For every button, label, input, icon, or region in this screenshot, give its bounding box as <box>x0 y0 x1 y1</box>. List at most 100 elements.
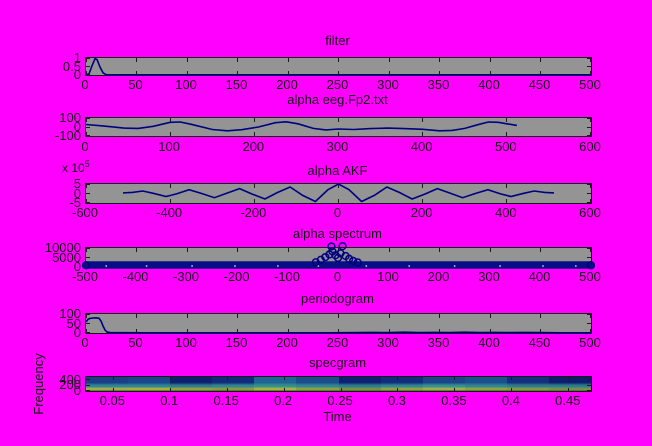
y-tick-mark <box>86 126 90 128</box>
alpha-akf-line <box>122 183 555 203</box>
subplot-filter-title: filter <box>325 33 350 48</box>
x-tick-mark <box>226 388 228 391</box>
y-tick-mark <box>86 58 90 59</box>
x-tick-mark <box>86 314 87 318</box>
y-tick-mark <box>86 390 90 391</box>
x-tick-mark <box>169 388 171 391</box>
x-axis-label-time: Time <box>323 409 352 424</box>
x-tick-mark <box>338 184 339 188</box>
specgram-column <box>86 377 129 391</box>
x-tick-label: 100 <box>175 77 197 92</box>
specgram-column <box>464 377 508 391</box>
x-tick-mark <box>388 71 390 75</box>
x-tick-mark <box>287 314 289 318</box>
specgram-column <box>170 377 213 391</box>
x-tick-label: 250 <box>326 335 349 350</box>
y-tick-mark <box>587 248 591 249</box>
specgram-column <box>212 377 255 391</box>
x-tick-mark <box>397 377 399 380</box>
x-tick-mark <box>186 314 188 318</box>
y-tick-mark <box>86 202 90 203</box>
y-tick-mark <box>86 257 90 258</box>
x-tick-mark <box>283 388 285 391</box>
x-tick-mark <box>590 199 591 203</box>
x-tick-mark <box>506 184 508 188</box>
x-tick-mark <box>186 248 188 252</box>
x-tick-mark <box>253 118 255 122</box>
x-tick-label: 200 <box>427 269 450 284</box>
y-tick-mark <box>86 118 90 119</box>
x-tick-label: 50 <box>128 77 143 92</box>
x-tick-mark <box>454 388 456 391</box>
x-tick-label: 400 <box>478 335 500 350</box>
x-tick-mark <box>169 132 171 136</box>
x-tick-label: 250 <box>326 77 349 92</box>
x-tick-label: 300 <box>377 335 399 350</box>
y-tick-mark <box>86 193 90 194</box>
y-tick-label: 0 <box>73 325 81 340</box>
x-tick-mark <box>136 248 137 252</box>
x-tick-mark <box>86 329 87 333</box>
y-tick-mark <box>587 257 591 258</box>
x-tick-mark <box>489 329 491 333</box>
x-tick-mark <box>237 314 238 318</box>
alpha-eeg-fp2-txt-line <box>85 120 518 132</box>
x-tick-mark <box>338 118 339 122</box>
x-tick-label: -100 <box>273 269 301 284</box>
x-tick-mark <box>489 314 491 318</box>
x-tick-mark <box>506 199 508 203</box>
subplot-specgram-title: specgram <box>308 355 367 370</box>
x-tick-label: 0.15 <box>213 393 239 408</box>
x-tick-mark <box>86 184 87 188</box>
subplot-akf-title: alpha AKF <box>307 163 368 178</box>
x-tick-mark <box>136 58 137 62</box>
x-tick-mark <box>86 248 87 252</box>
x-tick-mark <box>169 199 171 203</box>
x-tick-label: 150 <box>225 77 248 92</box>
x-tick-mark <box>422 118 424 122</box>
x-tick-label: 500 <box>579 77 601 92</box>
x-tick-label: 400 <box>478 77 500 92</box>
specgram-column <box>254 377 297 391</box>
x-tick-mark <box>590 329 591 333</box>
x-tick-mark <box>506 132 508 136</box>
x-tick-mark <box>338 58 339 62</box>
x-tick-label: 0 <box>81 335 89 350</box>
x-tick-mark <box>590 58 591 62</box>
x-tick-label: 450 <box>528 335 551 350</box>
subplot-periodogram-title: periodogram <box>301 291 374 306</box>
x-tick-label: 0.3 <box>387 393 407 408</box>
x-tick-label: 500 <box>579 269 601 284</box>
multiplier-base: x 10 <box>62 161 85 175</box>
x-tick-label: 0 <box>333 205 342 220</box>
x-tick-mark <box>388 248 390 252</box>
x-tick-mark <box>439 248 440 252</box>
x-tick-label: 0 <box>333 269 342 284</box>
x-tick-mark <box>511 377 513 380</box>
y-tick-mark <box>86 135 90 136</box>
x-tick-mark <box>338 314 339 318</box>
x-tick-mark <box>340 377 342 380</box>
x-tick-mark <box>338 132 339 136</box>
x-tick-mark <box>590 118 591 122</box>
x-tick-mark <box>388 58 390 62</box>
x-tick-label: -600 <box>71 205 99 220</box>
y-tick-label: 0 <box>73 383 81 398</box>
y-tick-label: 100 <box>59 306 81 321</box>
x-tick-label: 200 <box>242 139 265 154</box>
x-tick-mark <box>540 314 541 318</box>
specgram-column <box>506 377 550 391</box>
x-tick-label: 300 <box>377 77 399 92</box>
y-tick-mark <box>86 66 90 67</box>
subplot-periodogram-axes <box>85 313 592 334</box>
y-tick-label: 100 <box>59 110 81 125</box>
x-tick-mark <box>338 199 339 203</box>
spectrum-scatter <box>81 241 596 270</box>
specgram-column <box>422 377 466 391</box>
x-tick-mark <box>112 377 114 380</box>
y-tick-label: 0 <box>73 119 81 134</box>
y-tick-mark <box>587 184 591 185</box>
x-tick-label: 100 <box>158 139 181 154</box>
subplot-akf-axes <box>85 183 592 204</box>
x-tick-mark <box>186 71 188 75</box>
